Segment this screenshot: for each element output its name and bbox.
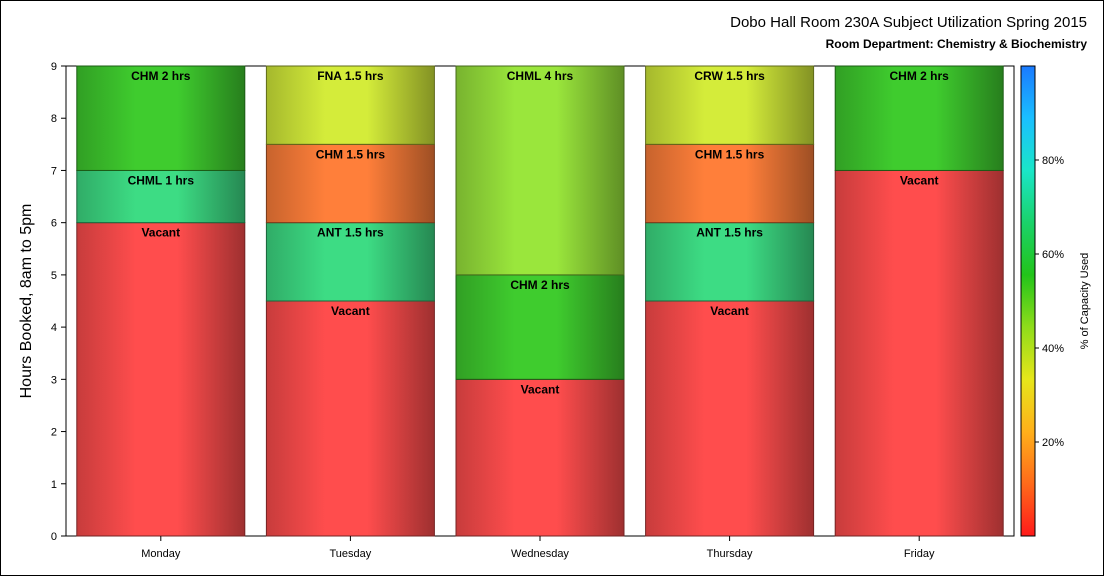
y-tick-label: 1 — [51, 479, 57, 491]
segment-label: CHM 1.5 hrs — [316, 147, 386, 161]
bar-segment — [645, 143, 815, 224]
y-axis-title: Hours Booked, 8am to 5pm — [18, 204, 35, 399]
colorbar-gradient — [1020, 65, 1036, 537]
y-tick-label: 7 — [51, 165, 57, 177]
x-tick-label: Tuesday — [330, 548, 372, 560]
y-tick-label: 8 — [51, 113, 57, 125]
segment-label: CHM 1.5 hrs — [695, 147, 765, 161]
segment-label: CHM 2 hrs — [510, 278, 570, 292]
colorbar-legend: 20% 40% 60% 80% — [1020, 65, 1064, 537]
chart-title: Dobo Hall Room 230A Subject Utilization … — [730, 14, 1087, 31]
x-tick-label: Monday — [141, 548, 181, 560]
bar-segment — [645, 222, 815, 302]
segment-label: CHML 1 hrs — [128, 173, 195, 187]
bar-segment — [455, 65, 625, 276]
bar-segment — [265, 300, 435, 537]
bar-segment — [834, 169, 1004, 537]
segment-label: Vacant — [710, 304, 749, 318]
segment-label: ANT 1.5 hrs — [317, 226, 384, 240]
colorbar-tick-label: 40% — [1042, 343, 1064, 355]
x-tick-label: Thursday — [707, 548, 753, 560]
bar-segment — [645, 65, 815, 145]
segment-label: Vacant — [521, 382, 560, 396]
bar-segment — [455, 378, 625, 537]
segment-label: Vacant — [141, 226, 180, 240]
bar-segment — [834, 65, 1004, 171]
bar-segment — [265, 65, 435, 145]
segment-label: ANT 1.5 hrs — [696, 226, 763, 240]
y-tick-label: 5 — [51, 270, 57, 282]
colorbar-tick-label: 80% — [1042, 155, 1064, 167]
segment-label: CHM 2 hrs — [890, 69, 950, 83]
x-tick-label: Wednesday — [511, 548, 569, 560]
bar-segment — [265, 143, 435, 224]
chart-subtitle: Room Department: Chemistry & Biochemistr… — [826, 37, 1088, 51]
segment-label: Vacant — [331, 304, 370, 318]
segment-label: Vacant — [900, 173, 939, 187]
bar-segment — [76, 65, 246, 171]
colorbar-title: % of Capacity Used — [1079, 253, 1091, 350]
y-tick-label: 3 — [51, 374, 57, 386]
segment-label: FNA 1.5 hrs — [317, 69, 384, 83]
segment-label: CHML 4 hrs — [507, 69, 574, 83]
plot-area: 0 1 2 3 4 5 6 7 8 9 Vacant CHML 1 hrs CHM 2 hrs Monda… — [51, 61, 1015, 560]
y-tick-label: 4 — [51, 322, 57, 334]
y-tick-label: 6 — [51, 218, 57, 230]
y-tick-label: 9 — [51, 61, 57, 73]
bar-segment — [645, 300, 815, 537]
bar-segment — [76, 222, 246, 537]
x-tick-label: Friday — [904, 548, 935, 560]
colorbar-tick-label: 20% — [1042, 437, 1064, 449]
y-tick-label: 2 — [51, 427, 57, 439]
colorbar-tick-label: 60% — [1042, 249, 1064, 261]
segment-label: CHM 2 hrs — [131, 69, 191, 83]
segment-label: CRW 1.5 hrs — [694, 69, 765, 83]
y-tick-label: 0 — [51, 531, 57, 543]
bar-segment — [76, 169, 246, 224]
bar-segment — [265, 222, 435, 302]
